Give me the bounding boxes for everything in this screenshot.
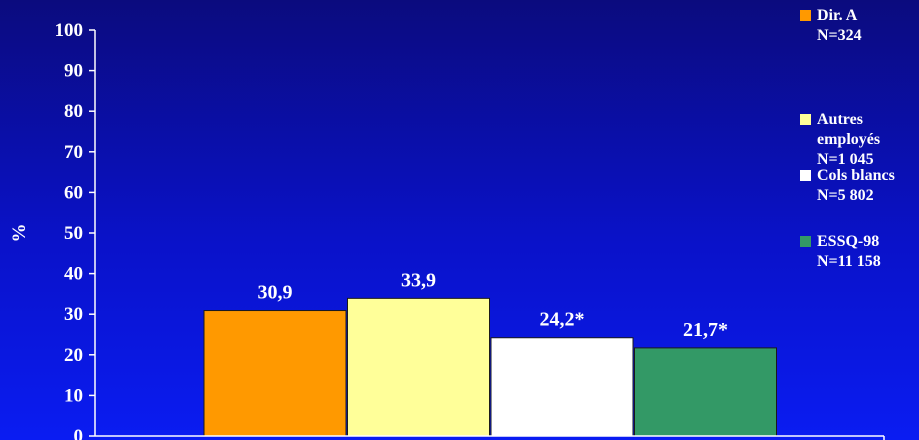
- legend-entry-4: ESSQ-98 N=11 158: [800, 232, 919, 272]
- y-tick-label: 80: [64, 101, 83, 122]
- legend-entry-3: Cols blancs N=5 802: [800, 166, 919, 206]
- bar-4: [634, 347, 777, 437]
- bar-label-3: 24,2*: [540, 309, 585, 331]
- legend-swatch: [800, 114, 811, 125]
- bar-label-4: 21,7*: [683, 319, 728, 341]
- bar-label-1: 30,9: [258, 282, 293, 304]
- y-axis-ticks: 0 10 20 30 40 50 60 70 80 90 100: [55, 20, 95, 440]
- legend-swatch: [800, 236, 811, 247]
- legend-text: N=324: [817, 27, 862, 44]
- y-tick-label: 30: [64, 304, 83, 325]
- y-axis-title: %: [9, 224, 30, 243]
- y-tick-label: 40: [64, 264, 83, 285]
- legend-text: Dir. A: [817, 7, 858, 24]
- y-tick-label: 50: [64, 223, 83, 244]
- legend-text: N=11 158: [817, 253, 881, 270]
- legend-text: ESSQ-98: [817, 233, 880, 250]
- y-tick-label: 0: [74, 426, 84, 440]
- y-tick-label: 20: [64, 345, 83, 366]
- legend-swatch: [800, 170, 811, 181]
- legend-swatch: [800, 10, 811, 21]
- bar-3: [490, 337, 634, 437]
- legend-text: Cols blancs: [817, 167, 895, 184]
- legend-text: employés: [817, 131, 881, 148]
- y-tick-label: 90: [64, 61, 83, 82]
- y-tick-label: 60: [64, 182, 83, 203]
- legend-entry-1: Dir. A N=324: [800, 6, 919, 46]
- bar-1: [203, 310, 347, 437]
- legend-text: Autres: [817, 111, 863, 128]
- legend-text: N=5 802: [817, 187, 874, 204]
- bar-label-2: 33,9: [401, 269, 436, 291]
- bars: [203, 297, 777, 437]
- y-tick-label: 100: [55, 20, 84, 41]
- y-tick-label: 70: [64, 142, 83, 163]
- bar-2: [347, 297, 490, 437]
- legend-text: N=1 045: [817, 151, 874, 168]
- y-tick-label: 10: [64, 385, 83, 406]
- legend-entry-2: Autres employés N=1 045: [800, 110, 919, 170]
- bar-data-labels: 30,9 33,9 24,2* 21,7*: [258, 269, 729, 341]
